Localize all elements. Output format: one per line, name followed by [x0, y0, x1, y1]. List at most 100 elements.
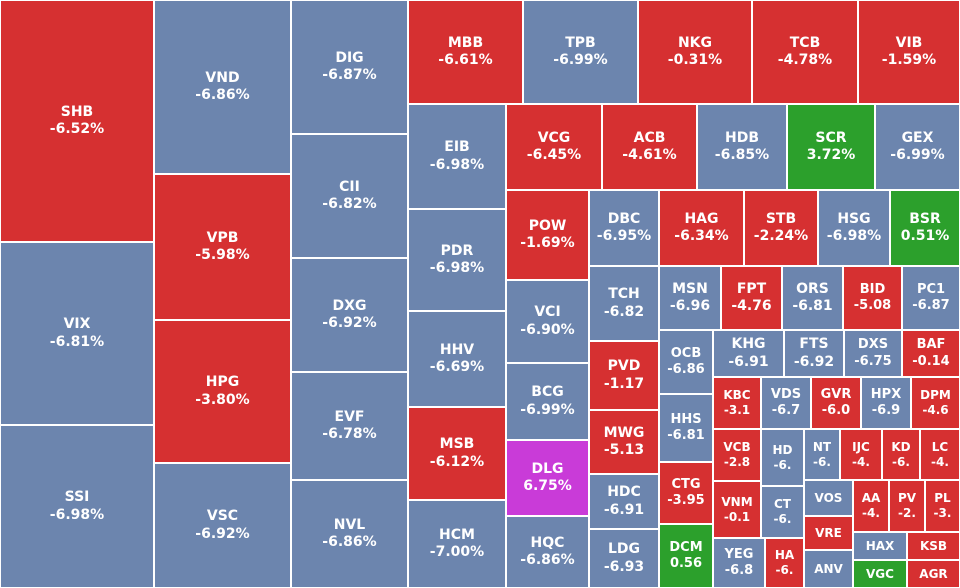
tile-ct[interactable]: CT -6. [761, 486, 804, 538]
tile-ors[interactable]: ORS -6.81 [782, 266, 843, 330]
tile-vcb[interactable]: VCB -2.8 [713, 429, 761, 481]
tile-hd[interactable]: HD -6. [761, 429, 804, 486]
tile-dig[interactable]: DIG -6.87% [291, 0, 408, 134]
tile-vnd[interactable]: VND -6.86% [154, 0, 291, 174]
tile-vgc[interactable]: VGC [853, 560, 907, 588]
tile-dcm[interactable]: DCM 0.56 [659, 524, 713, 588]
tile-vpb[interactable]: VPB -5.98% [154, 174, 291, 320]
change-label: -6.99% [890, 147, 945, 163]
tile-gex[interactable]: GEX -6.99% [875, 104, 960, 190]
tile-ssi[interactable]: SSI -6.98% [0, 425, 154, 588]
change-label: -6.69% [429, 359, 485, 375]
ticker-label: BID [859, 281, 886, 297]
tile-vix[interactable]: VIX -6.81% [0, 242, 154, 425]
ticker-label: HD [772, 442, 793, 457]
ticker-label: HHV [439, 341, 475, 358]
tile-hqc[interactable]: HQC -6.86% [506, 516, 589, 588]
tile-bsr[interactable]: BSR 0.51% [890, 190, 960, 266]
ticker-label: HAX [865, 538, 895, 553]
tile-pl[interactable]: PL -3. [925, 480, 960, 532]
tile-dxg[interactable]: DXG -6.92% [291, 258, 408, 372]
tile-hhv[interactable]: HHV -6.69% [408, 311, 506, 407]
tile-hpg[interactable]: HPG -3.80% [154, 320, 291, 463]
tile-msn[interactable]: MSN -6.96 [659, 266, 721, 330]
tile-khg[interactable]: KHG -6.91 [713, 330, 784, 377]
tile-tcb[interactable]: TCB -4.78% [752, 0, 858, 104]
tile-ctg[interactable]: CTG -3.95 [659, 462, 713, 524]
tile-ijc[interactable]: IJC -4. [840, 429, 882, 480]
tile-vds[interactable]: VDS -6.7 [761, 377, 811, 429]
tile-nvl[interactable]: NVL -6.86% [291, 480, 408, 588]
tile-eib[interactable]: EIB -6.98% [408, 104, 506, 209]
tile-hax[interactable]: HAX [853, 532, 907, 560]
tile-hag[interactable]: HAG -6.34% [659, 190, 744, 266]
tile-fts[interactable]: FTS -6.92 [784, 330, 844, 377]
tile-dbc[interactable]: DBC -6.95% [589, 190, 659, 266]
tile-vre[interactable]: VRE [804, 516, 853, 550]
change-label: -2. [898, 506, 916, 520]
change-label: -0.1 [723, 509, 751, 524]
ticker-label: VRE [815, 525, 842, 540]
ticker-label: GEX [901, 129, 934, 146]
tile-agr[interactable]: AGR [907, 560, 960, 588]
tile-anv[interactable]: ANV [804, 550, 853, 588]
tile-ksb[interactable]: KSB [907, 532, 960, 560]
tile-dxs[interactable]: DXS -6.75 [844, 330, 902, 377]
tile-pv[interactable]: PV -2. [889, 480, 925, 532]
tile-vci[interactable]: VCI -6.90% [506, 280, 589, 363]
tile-nt[interactable]: NT -6. [804, 429, 840, 480]
ticker-label: DXS [857, 337, 889, 353]
tile-hpx[interactable]: HPX -6.9 [861, 377, 911, 429]
tile-pow[interactable]: POW -1.69% [506, 190, 589, 280]
tile-mwg[interactable]: MWG -5.13 [589, 410, 659, 474]
change-label: -6.99% [520, 401, 575, 418]
tile-hcm[interactable]: HCM -7.00% [408, 500, 506, 588]
tile-hsg[interactable]: HSG -6.98% [818, 190, 890, 266]
tile-fpt[interactable]: FPT -4.76 [721, 266, 782, 330]
tile-vib[interactable]: VIB -1.59% [858, 0, 960, 104]
tile-ha[interactable]: HA -6. [765, 538, 804, 588]
tile-vcg[interactable]: VCG -6.45% [506, 104, 602, 190]
tile-mbb[interactable]: MBB -6.61% [408, 0, 523, 104]
ticker-label: STB [765, 210, 797, 227]
tile-bid[interactable]: BID -5.08 [843, 266, 902, 330]
tile-aa[interactable]: AA -4. [853, 480, 889, 532]
tile-yeg[interactable]: YEG -6.8 [713, 538, 765, 588]
tile-ocb[interactable]: OCB -6.86 [659, 330, 713, 394]
tile-vos[interactable]: VOS [804, 480, 853, 516]
tile-msb[interactable]: MSB -6.12% [408, 407, 506, 500]
tile-pc1[interactable]: PC1 -6.87 [902, 266, 960, 330]
change-label: -6.98% [49, 506, 105, 523]
tile-bcg[interactable]: BCG -6.99% [506, 363, 589, 440]
tile-nkg[interactable]: NKG -0.31% [638, 0, 752, 104]
tile-dpm[interactable]: DPM -4.6 [911, 377, 960, 429]
tile-kbc[interactable]: KBC -3.1 [713, 377, 761, 429]
change-label: -6.93 [603, 558, 645, 575]
tile-hdc[interactable]: HDC -6.91 [589, 474, 659, 529]
tile-kd[interactable]: KD -6. [882, 429, 920, 480]
tile-acb[interactable]: ACB -4.61% [602, 104, 697, 190]
tile-hhs[interactable]: HHS -6.81 [659, 394, 713, 462]
tile-shb[interactable]: SHB -6.52% [0, 0, 154, 242]
tile-evf[interactable]: EVF -6.78% [291, 372, 408, 480]
tile-vsc[interactable]: VSC -6.92% [154, 463, 291, 588]
tile-dlg[interactable]: DLG 6.75% [506, 440, 589, 516]
ticker-label: PL [934, 491, 951, 505]
tile-pvd[interactable]: PVD -1.17 [589, 341, 659, 410]
tile-stb[interactable]: STB -2.24% [744, 190, 818, 266]
change-label: -3. [933, 506, 952, 520]
tile-scr[interactable]: SCR 3.72% [787, 104, 875, 190]
tile-baf[interactable]: BAF -0.14 [902, 330, 960, 377]
tile-ldg[interactable]: LDG -6.93 [589, 529, 659, 588]
tile-cii[interactable]: CII -6.82% [291, 134, 408, 258]
tile-gvr[interactable]: GVR -6.0 [811, 377, 861, 429]
tile-vnm[interactable]: VNM -0.1 [713, 481, 761, 538]
change-label: -6.98% [429, 156, 485, 173]
tile-pdr[interactable]: PDR -6.98% [408, 209, 506, 311]
tile-tpb[interactable]: TPB -6.99% [523, 0, 638, 104]
tile-tch[interactable]: TCH -6.82 [589, 266, 659, 341]
tile-lc[interactable]: LC -4. [920, 429, 960, 480]
tile-hdb[interactable]: HDB -6.85% [697, 104, 787, 190]
ticker-label: OCB [670, 345, 702, 361]
change-label: -6.92% [322, 315, 377, 331]
